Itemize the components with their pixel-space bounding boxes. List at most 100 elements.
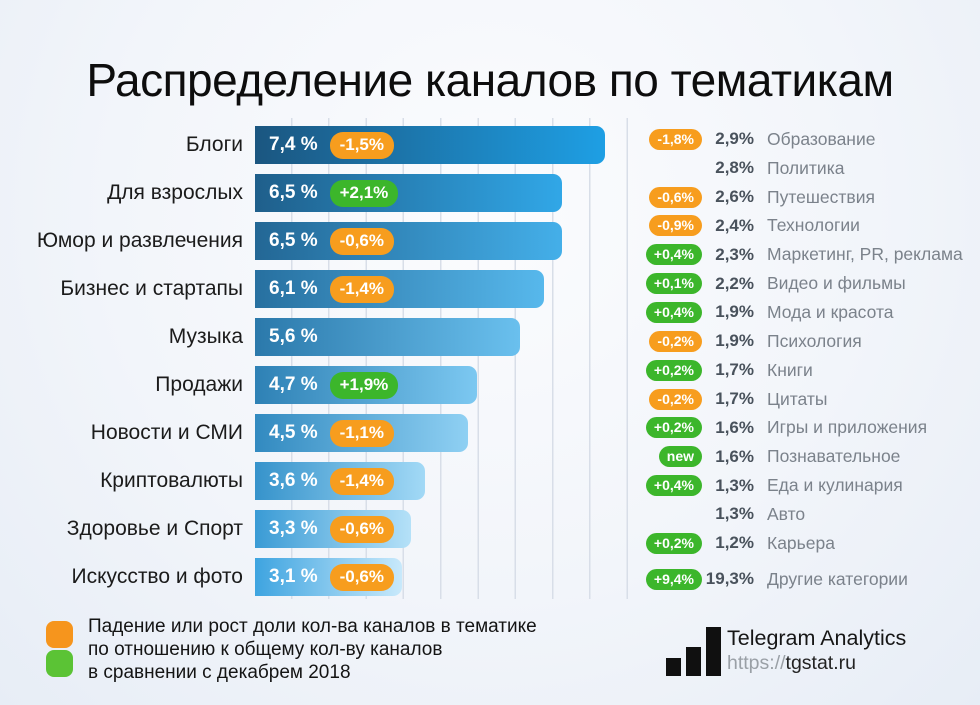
side-label: Психология xyxy=(767,330,862,351)
bar-row: Для взрослых 6,5 % +2,1% xyxy=(0,174,980,212)
brand-block: Telegram Analytics https://tgstat.ru xyxy=(666,624,966,676)
side-badge-cell: +9,4% xyxy=(640,568,702,590)
bar-row: Продажи 4,7 % +1,9% xyxy=(0,366,980,404)
side-change-badge: -0,2% xyxy=(649,330,702,352)
side-value: 2,2% xyxy=(715,273,754,293)
bar-change-badge: -1,5% xyxy=(329,131,395,159)
bar: 3,6 % -1,4% xyxy=(255,462,425,500)
bar-value: 3,6 % xyxy=(269,470,318,491)
legend-line-2: по отношению к общему кол-ву каналов xyxy=(88,639,443,661)
side-label: Путешествия xyxy=(767,186,875,207)
bar-label: Искусство и фото xyxy=(71,565,243,588)
bar: 6,1 % -1,4% xyxy=(255,270,544,308)
side-list-item: +0,1% 2,2% Видео и фильмы xyxy=(640,269,970,298)
bar-change-badge: -0,6% xyxy=(329,563,395,591)
side-value: 1,6% xyxy=(715,417,754,437)
side-change-badge: +0,4% xyxy=(645,301,702,323)
brand-url-scheme: https:// xyxy=(727,652,786,674)
bar: 6,5 % +2,1% xyxy=(255,174,562,212)
bar-label: Продажи xyxy=(155,373,243,396)
legend-line-1: Падение или рост доли кол-ва каналов в т… xyxy=(88,616,537,637)
side-badge-cell: +0,4% xyxy=(640,475,702,497)
side-badge-cell: -0,2% xyxy=(640,330,702,352)
bar-change-badge: -1,4% xyxy=(329,467,395,495)
bar-row: Криптовалюты 3,6 % -1,4% xyxy=(0,462,980,500)
side-list-item: +0,2% 1,2% Карьера xyxy=(640,529,970,558)
side-list-item: -0,2% 1,9% Психология xyxy=(640,327,970,356)
bar-label: Криптовалюты xyxy=(100,469,243,492)
side-value: 1,7% xyxy=(715,360,754,380)
side-value: 1,9% xyxy=(715,302,754,322)
bar-row: Музыка 5,6 % xyxy=(0,318,980,356)
brand-url: https://tgstat.ru xyxy=(727,652,856,675)
side-change-badge: +0,4% xyxy=(645,244,702,266)
legend-text: Падение или рост доли кол-ва каналов в т… xyxy=(88,615,537,685)
side-badge-cell: +0,4% xyxy=(640,301,702,323)
side-list-item: +0,4% 1,3% Еда и кулинария xyxy=(640,471,970,500)
side-label: Цитаты xyxy=(767,388,828,409)
bar-row: Новости и СМИ 4,5 % -1,1% xyxy=(0,414,980,452)
legend-line-3: в сравнении с декабрем 2018 xyxy=(88,662,351,684)
bar: 7,4 % -1,5% xyxy=(255,126,605,164)
bar-value: 3,1 % xyxy=(269,566,318,587)
side-list-item: 2,8% Политика xyxy=(640,154,970,183)
side-list-item: +0,4% 2,3% Маркетинг, PR, реклама xyxy=(640,240,970,269)
bar-change-badge: -1,1% xyxy=(329,419,395,447)
bar: 5,6 % xyxy=(255,318,520,356)
bar-change-badge: -1,4% xyxy=(329,275,395,303)
bar-change-badge: +2,1% xyxy=(329,179,399,207)
side-list-item: +0,4% 1,9% Мода и красота xyxy=(640,298,970,327)
bar-row: Юмор и развлечения 6,5 % -0,6% xyxy=(0,222,980,260)
side-change-badge: +0,2% xyxy=(645,417,702,439)
side-change-badge: new xyxy=(658,446,702,468)
side-label: Видео и фильмы xyxy=(767,273,906,294)
bar-change-badge: -0,6% xyxy=(329,227,395,255)
side-badge-cell: +0,2% xyxy=(640,359,702,381)
logo-bar-medium xyxy=(686,647,701,676)
side-badge-cell: +0,4% xyxy=(640,244,702,266)
side-label: Мода и красота xyxy=(767,301,894,322)
side-label: Образование xyxy=(767,128,876,149)
side-list-item: -1,8% 2,9% Образование xyxy=(640,125,970,154)
brand-url-host: tgstat.ru xyxy=(785,652,856,674)
side-label: Технологии xyxy=(767,215,860,236)
bar-row: Бизнес и стартапы 6,1 % -1,4% xyxy=(0,270,980,308)
side-value: 1,7% xyxy=(715,389,754,409)
side-change-badge: +0,4% xyxy=(645,475,702,497)
side-change-badge: +0,1% xyxy=(645,273,702,295)
bar-change-badge: +1,9% xyxy=(329,371,399,399)
bar-value: 4,7 % xyxy=(269,374,318,395)
bar-value: 5,6 % xyxy=(269,326,318,347)
side-value: 1,2% xyxy=(715,533,754,553)
bar-label: Здоровье и Спорт xyxy=(66,517,243,540)
side-label: Книги xyxy=(767,359,813,380)
side-badge-cell: +0,2% xyxy=(640,532,702,554)
side-value: 19,3% xyxy=(705,569,754,589)
page-title: Распределение каналов по тематикам xyxy=(86,53,894,106)
side-value: 2,6% xyxy=(715,187,754,207)
side-change-badge: -1,8% xyxy=(649,128,702,150)
bar-row: Здоровье и Спорт 3,3 % -0,6% xyxy=(0,510,980,548)
logo-bar-large xyxy=(706,627,721,676)
side-value: 2,3% xyxy=(715,244,754,264)
side-badge-cell: +0,1% xyxy=(640,273,702,295)
bar-label: Для взрослых xyxy=(107,181,243,204)
bar-value: 6,5 % xyxy=(269,182,318,203)
side-value: 2,9% xyxy=(715,129,754,149)
side-label: Еда и кулинария xyxy=(767,475,903,496)
bar-label: Бизнес и стартапы xyxy=(60,277,243,300)
side-label: Маркетинг, PR, реклама xyxy=(767,244,963,265)
side-badge-cell: -0,9% xyxy=(640,215,702,237)
side-list-item: -0,6% 2,6% Путешествия xyxy=(640,183,970,212)
bar-value: 3,3 % xyxy=(269,518,318,539)
bar: 3,3 % -0,6% xyxy=(255,510,411,548)
bar: 6,5 % -0,6% xyxy=(255,222,562,260)
side-badge-cell: -0,2% xyxy=(640,388,702,410)
side-label: Политика xyxy=(767,157,845,178)
side-badge-cell: -0,6% xyxy=(640,186,702,208)
side-label: Карьера xyxy=(767,532,835,553)
side-badge-cell: +0,2% xyxy=(640,417,702,439)
bar-row: Блоги 7,4 % -1,5% xyxy=(0,126,980,164)
legend-swatch-decline xyxy=(46,621,73,648)
